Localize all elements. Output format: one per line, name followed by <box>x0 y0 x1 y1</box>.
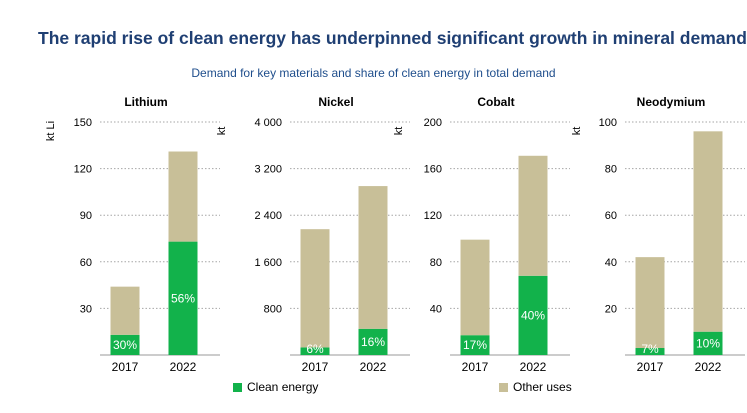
neodymium-y-tick-label: 20 <box>605 303 617 315</box>
lithium-bar-clean-energy-2017 <box>110 334 140 355</box>
nickel-data-label-2017: 6% <box>306 342 324 356</box>
page-title: The rapid rise of clean energy has under… <box>38 28 747 48</box>
lithium-x-tick-label-2022: 2022 <box>170 360 197 374</box>
neodymium-data-label-2022: 10% <box>696 336 720 350</box>
lithium-y-tick-label: 90 <box>80 210 92 222</box>
neodymium-panel-title: Neodymium <box>637 95 706 109</box>
legend: Clean energy Other uses <box>233 380 573 398</box>
lithium-bar-clean-energy-2022 <box>168 241 198 355</box>
nickel-bar-other-uses-2017 <box>300 229 330 348</box>
nickel-bar-other-uses-2022 <box>358 186 388 329</box>
nickel-y-tick-label: 2 400 <box>254 210 282 222</box>
cobalt-bar-other-uses-2017 <box>460 239 490 336</box>
legend-swatch-clean-energy <box>233 382 242 392</box>
lithium-y-axis-label: kt Li <box>45 121 57 141</box>
legend-item-other-uses: Other uses <box>499 380 572 394</box>
cobalt-y-tick-label: 40 <box>430 303 442 315</box>
legend-label-clean-energy: Clean energy <box>247 380 319 394</box>
legend-swatch-other-uses <box>499 382 508 392</box>
neodymium-data-label-2017: 7% <box>641 342 659 356</box>
lithium-panel-title: Lithium <box>124 95 167 109</box>
nickel-x-tick-label-2017: 2017 <box>302 360 329 374</box>
neodymium-y-axis-label: kt <box>571 127 583 136</box>
lithium-bar-other-uses-2022 <box>168 151 198 242</box>
neodymium-x-tick-label-2022: 2022 <box>695 360 722 374</box>
neodymium-x-tick-label-2017: 2017 <box>637 360 664 374</box>
nickel-y-axis-label: kt <box>216 127 228 136</box>
cobalt-bar-clean-energy-2022 <box>518 275 548 355</box>
lithium-data-label-2017: 30% <box>113 338 137 352</box>
nickel-panel-title: Nickel <box>318 95 353 109</box>
cobalt-data-label-2017: 17% <box>463 338 487 352</box>
nickel-y-tick-label: 3 200 <box>254 164 282 176</box>
neodymium-y-tick-label: 60 <box>605 210 617 222</box>
neodymium-bar-clean-energy-2017 <box>635 348 665 355</box>
cobalt-x-tick-label-2017: 2017 <box>462 360 489 374</box>
chart-subtitle: Demand for key materials and share of cl… <box>191 66 556 80</box>
cobalt-y-tick-label: 160 <box>424 164 442 176</box>
neodymium-y-tick-label: 40 <box>605 257 617 269</box>
legend-label-other-uses: Other uses <box>513 380 572 394</box>
cobalt-bar-clean-energy-2017 <box>460 335 490 355</box>
nickel-y-tick-label: 800 <box>264 303 282 315</box>
lithium-y-tick-label: 150 <box>74 117 92 129</box>
lithium-x-tick-label-2017: 2017 <box>112 360 139 374</box>
nickel-bar-clean-energy-2017 <box>300 347 330 355</box>
cobalt-data-label-2022: 40% <box>521 308 545 322</box>
lithium-bar-other-uses-2017 <box>110 286 140 335</box>
nickel-data-label-2022: 16% <box>361 335 385 349</box>
nickel-x-tick-label-2022: 2022 <box>360 360 387 374</box>
neodymium-bar-clean-energy-2022 <box>693 331 723 355</box>
cobalt-y-tick-label: 200 <box>424 117 442 129</box>
neodymium-bar-other-uses-2022 <box>693 131 723 332</box>
cobalt-y-axis-label: kt <box>393 127 405 136</box>
lithium-data-label-2022: 56% <box>171 291 195 305</box>
cobalt-y-tick-label: 120 <box>424 210 442 222</box>
lithium-y-tick-label: 30 <box>80 303 92 315</box>
neodymium-y-tick-label: 80 <box>605 164 617 176</box>
lithium-y-tick-label: 120 <box>74 164 92 176</box>
neodymium-y-tick-label: 100 <box>599 117 617 129</box>
cobalt-panel-title: Cobalt <box>477 95 514 109</box>
nickel-y-tick-label: 1 600 <box>254 257 282 269</box>
neodymium-bar-other-uses-2017 <box>635 257 665 349</box>
nickel-y-tick-label: 4 000 <box>254 117 282 129</box>
cobalt-x-tick-label-2022: 2022 <box>520 360 547 374</box>
lithium-y-tick-label: 60 <box>80 257 92 269</box>
cobalt-y-tick-label: 80 <box>430 257 442 269</box>
cobalt-bar-other-uses-2022 <box>518 155 548 276</box>
nickel-bar-clean-energy-2022 <box>358 328 388 355</box>
legend-item-clean-energy: Clean energy <box>233 380 318 394</box>
